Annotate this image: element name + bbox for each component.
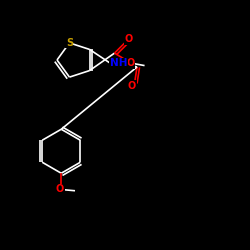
Text: O: O bbox=[124, 34, 132, 44]
Text: O: O bbox=[127, 58, 135, 68]
Text: O: O bbox=[128, 81, 136, 91]
Text: NH: NH bbox=[110, 58, 127, 68]
Text: S: S bbox=[66, 38, 73, 48]
Text: O: O bbox=[56, 184, 64, 194]
